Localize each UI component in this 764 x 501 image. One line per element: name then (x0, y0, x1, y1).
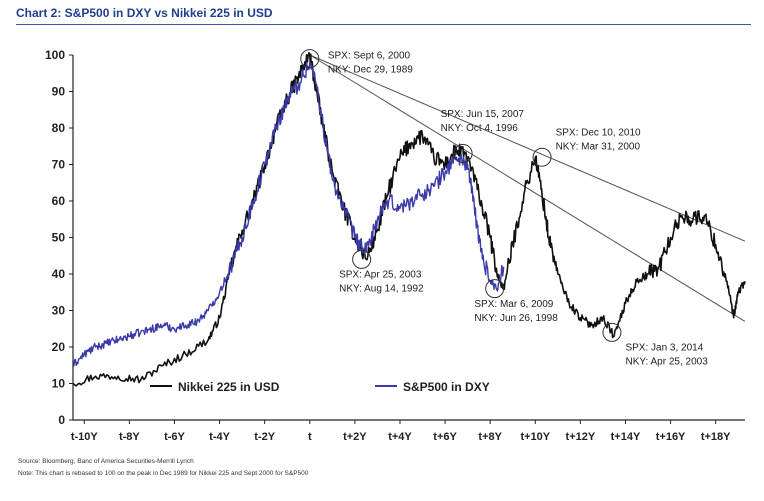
annotation-label: NKY: Apr 25, 2003 (625, 357, 708, 368)
annotation-label: SPX: Mar 6, 2009 (474, 299, 553, 310)
annotation-label: NKY: Mar 31, 2000 (556, 141, 641, 152)
annotation-marker (532, 147, 552, 167)
x-tick-label: t+6Y (433, 431, 457, 443)
annotation-marker (485, 279, 505, 299)
y-tick-label: 60 (52, 194, 66, 208)
series-line-sp500 (72, 61, 505, 367)
x-tick-label: t+14Y (611, 431, 641, 443)
trend-line (309, 54, 746, 242)
source-note: Source: Bloomberg, Banc of America Secur… (18, 458, 194, 465)
x-tick-label: t-6Y (164, 431, 185, 443)
y-tick-label: 80 (52, 121, 66, 135)
annotation-label: SPX: Sept 6, 2000 (328, 51, 411, 62)
y-tick-label: 20 (52, 340, 66, 354)
annotation-label: NKY: Oct 4, 1996 (441, 123, 519, 134)
legend-label: S&P500 in DXY (403, 380, 490, 394)
annotation-marker (300, 49, 320, 69)
footnote: Note: This chart is rebased to 100 on th… (18, 470, 309, 477)
x-tick-label: t-10Y (71, 431, 99, 443)
annotation-label: NKY: Jun 26, 1998 (474, 313, 558, 324)
y-tick-label: 90 (52, 85, 66, 99)
annotation-label: SPX: Dec 10, 2010 (556, 127, 641, 138)
annotation-label: NKY: Dec 29, 1989 (328, 65, 413, 76)
x-tick-label: t (308, 431, 312, 443)
x-tick-label: t+18Y (701, 431, 731, 443)
annotation-label: SPX: Apr 25, 2003 (339, 270, 422, 281)
y-tick-label: 100 (45, 48, 65, 62)
y-tick-label: 0 (58, 413, 65, 427)
legend-label: Nikkei 225 in USD (178, 380, 280, 394)
y-tick-label: 40 (52, 267, 66, 281)
chart-title: Chart 2: S&P500 in DXY vs Nikkei 225 in … (16, 6, 273, 20)
y-tick-label: 30 (52, 304, 66, 318)
x-tick-label: t+2Y (343, 431, 367, 443)
annotation-label: NKY: Aug 14, 1992 (339, 284, 424, 295)
trend-line (309, 54, 746, 322)
y-tick-label: 70 (52, 158, 66, 172)
x-tick-label: t-8Y (119, 431, 140, 443)
annotation-label: SPX: Jan 3, 2014 (625, 343, 703, 354)
y-tick-label: 50 (52, 231, 66, 245)
title-divider (16, 24, 751, 25)
x-tick-label: t+16Y (656, 431, 686, 443)
y-tick-label: 10 (52, 377, 66, 391)
x-tick-label: t+10Y (520, 431, 550, 443)
annotation-marker (453, 144, 473, 164)
annotation-label: SPX: Jun 15, 2007 (441, 109, 525, 120)
series-line-nikkei (72, 52, 746, 387)
annotation-marker (352, 249, 372, 269)
annotation-marker (602, 322, 622, 342)
x-tick-label: t+8Y (478, 431, 502, 443)
x-tick-label: t-2Y (254, 431, 275, 443)
x-tick-label: t+12Y (566, 431, 596, 443)
x-tick-label: t-4Y (209, 431, 230, 443)
x-tick-label: t+4Y (388, 431, 412, 443)
